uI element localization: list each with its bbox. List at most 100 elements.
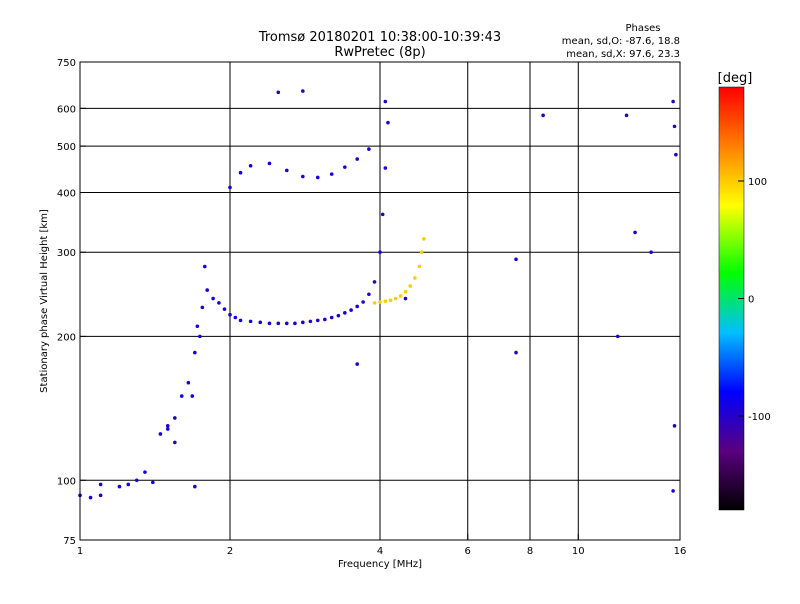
data-point xyxy=(238,170,243,175)
data-point xyxy=(323,317,327,322)
data-point xyxy=(248,319,253,324)
data-point xyxy=(367,147,371,151)
data-point xyxy=(315,175,320,180)
colorbar-unit-label: [deg] xyxy=(718,71,753,86)
chart-title: Tromsø 20180201 10:38:00-10:39:43 xyxy=(258,30,501,45)
data-point xyxy=(649,250,653,255)
data-point xyxy=(195,324,200,329)
data-point xyxy=(514,257,518,262)
data-point xyxy=(238,318,243,323)
data-point xyxy=(367,292,371,297)
data-point xyxy=(186,380,191,385)
data-point xyxy=(267,321,272,326)
x-tick-label: 4 xyxy=(377,546,383,557)
data-point xyxy=(143,470,147,474)
data-point xyxy=(134,478,139,483)
data-point xyxy=(672,124,677,129)
data-point xyxy=(200,305,205,310)
data-point xyxy=(355,362,359,366)
colorbar-tick-label: 0 xyxy=(748,295,754,306)
data-point xyxy=(165,427,170,431)
y-tick-label: 75 xyxy=(63,536,76,547)
x-tick-label: 2 xyxy=(227,546,233,557)
y-axis-label: Stationary phase Virtual Height [km] xyxy=(39,209,50,393)
data-point xyxy=(343,165,347,169)
data-point xyxy=(343,311,347,315)
x-tick-label: 8 xyxy=(527,546,533,557)
data-point xyxy=(541,113,545,118)
data-point xyxy=(205,288,209,292)
data-point xyxy=(284,321,289,326)
data-point xyxy=(329,172,334,176)
data-point xyxy=(202,264,207,269)
data-points xyxy=(78,89,678,500)
y-tick-label: 600 xyxy=(57,104,76,115)
data-point xyxy=(386,120,390,125)
data-point xyxy=(624,113,629,118)
data-point xyxy=(233,315,238,320)
data-point xyxy=(674,152,678,157)
data-point xyxy=(258,320,263,325)
data-point xyxy=(98,482,103,487)
data-point xyxy=(276,321,281,326)
chart-subtitle: RwPretec (8p) xyxy=(334,45,425,60)
x-tick-label: 6 xyxy=(465,546,471,557)
data-point xyxy=(315,318,320,323)
x-tick-label: 16 xyxy=(674,546,687,557)
data-point xyxy=(671,489,675,493)
data-point xyxy=(355,304,359,309)
data-point xyxy=(179,394,184,398)
y-axis: 75 100 200 300 400 500 600 750 xyxy=(57,58,86,547)
x-axis-label: Frequency [MHz] xyxy=(338,559,422,570)
data-point xyxy=(267,161,272,166)
stats-heading: Phases xyxy=(625,23,660,34)
data-point xyxy=(419,250,424,255)
data-point xyxy=(671,99,675,104)
y-tick-label: 200 xyxy=(57,332,76,343)
data-point xyxy=(126,482,131,487)
data-point xyxy=(372,301,377,305)
data-point xyxy=(378,300,382,304)
data-point xyxy=(408,284,413,288)
data-point xyxy=(284,168,289,173)
data-point xyxy=(98,493,103,498)
colorbar-tick-label: -100 xyxy=(748,412,771,423)
x-tick-label: 1 xyxy=(77,546,83,557)
data-point xyxy=(388,298,393,303)
data-point xyxy=(380,212,385,217)
data-point xyxy=(222,307,227,311)
data-point xyxy=(378,250,382,255)
y-tick-label: 400 xyxy=(57,188,76,199)
data-point xyxy=(301,89,305,93)
colorbar-tick-label: 100 xyxy=(748,177,767,188)
data-point xyxy=(672,424,677,428)
data-point xyxy=(422,237,426,241)
stats-x-mode: mean, sd,X: 97.6, 23.3 xyxy=(566,49,680,60)
data-point xyxy=(228,312,232,317)
data-point xyxy=(217,301,221,305)
data-point xyxy=(276,90,281,95)
data-point xyxy=(293,321,297,326)
data-point xyxy=(403,296,408,301)
y-tick-label: 100 xyxy=(57,476,76,487)
data-point xyxy=(383,299,388,303)
data-point xyxy=(193,350,197,355)
data-point xyxy=(417,264,422,269)
x-tick-label: 10 xyxy=(572,546,585,557)
data-point xyxy=(514,350,518,355)
data-point xyxy=(173,416,177,420)
stats-o-mode: mean, sd,O: -87.6, 18.8 xyxy=(562,36,680,47)
data-point xyxy=(198,334,202,339)
data-point xyxy=(615,334,620,339)
data-point xyxy=(301,320,305,325)
data-point xyxy=(190,394,195,398)
data-point xyxy=(248,163,253,168)
colorbar-ticks: 100 0 -100 xyxy=(738,177,771,423)
data-point xyxy=(398,294,403,298)
data-point xyxy=(372,280,377,284)
y-tick-label: 500 xyxy=(57,142,76,153)
data-point xyxy=(165,424,170,428)
grid-lines xyxy=(80,62,680,540)
data-point xyxy=(336,313,341,318)
